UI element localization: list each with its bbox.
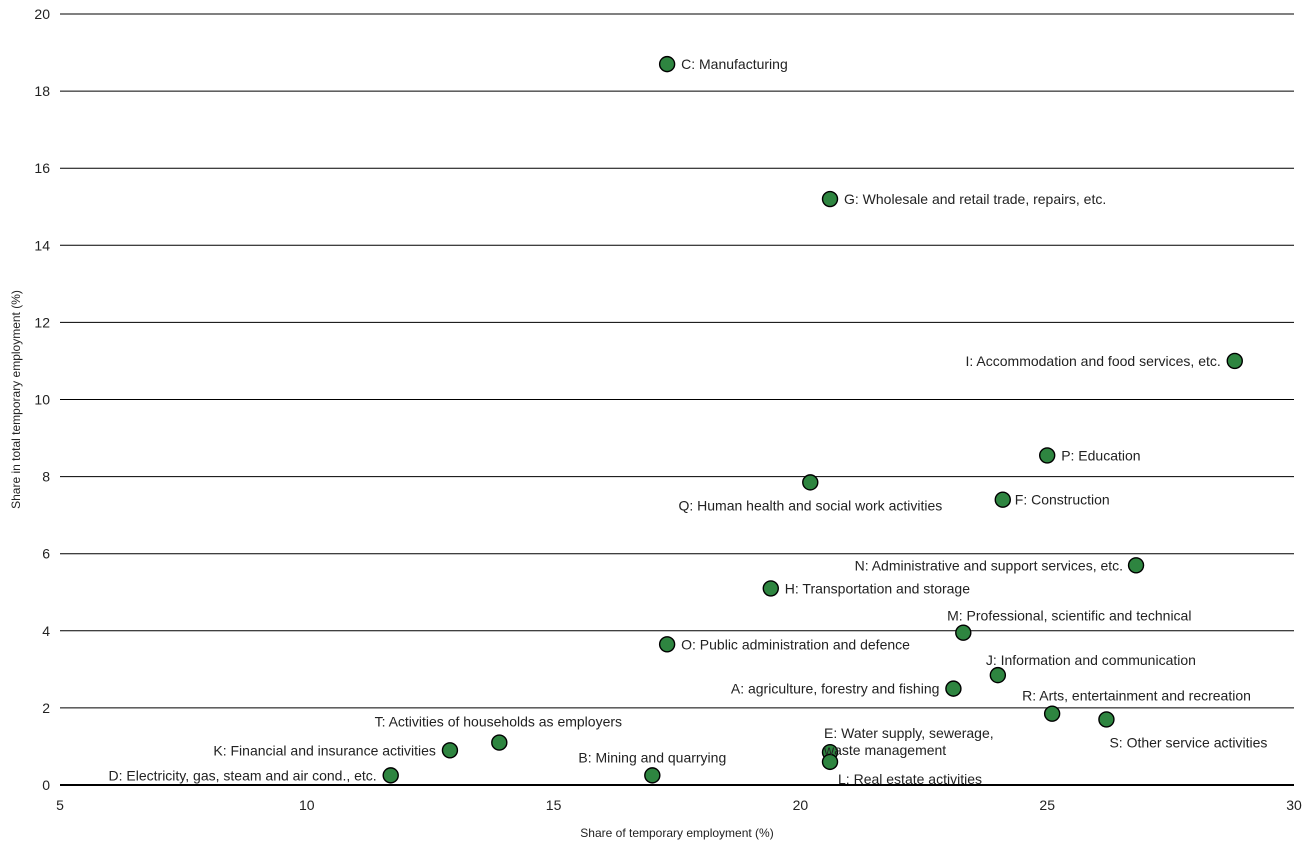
data-point-label: K: Financial and insurance activities: [213, 742, 436, 758]
y-axis-ticks: 0 2 4 6 8 10 12 14 16 18 20: [34, 6, 50, 793]
data-point: [762, 580, 779, 597]
data-point-label: C: Manufacturing: [681, 56, 788, 72]
y-tick-label: 18: [34, 83, 50, 99]
data-point: [955, 624, 972, 641]
data-point-label: A: agriculture, forestry and fishing: [731, 681, 940, 697]
data-point: [821, 753, 839, 771]
y-tick-label: 8: [42, 469, 50, 485]
y-tick-label: 14: [34, 237, 50, 253]
data-point: [658, 636, 676, 653]
data-point: [989, 666, 1007, 684]
x-tick-label: 5: [56, 797, 64, 813]
data-point: [821, 190, 839, 208]
x-tick-label: 25: [1039, 797, 1055, 813]
data-point-label: F: Construction: [1015, 492, 1110, 508]
x-tick-label: 15: [546, 797, 562, 813]
data-point-label: H: Transportation and storage: [785, 580, 970, 596]
data-point: [382, 767, 399, 784]
data-point: [1098, 711, 1115, 728]
data-point: [1127, 557, 1145, 574]
x-tick-label: 10: [299, 797, 315, 813]
data-point: [491, 734, 508, 751]
data-point-label: Q: Human health and social work activiti…: [678, 497, 942, 513]
y-tick-label: 6: [42, 546, 50, 562]
data-points: [382, 55, 1243, 784]
data-point: [994, 491, 1011, 508]
data-point-label: N: Administrative and support services, …: [855, 557, 1123, 573]
y-tick-label: 2: [42, 700, 50, 716]
y-tick-label: 0: [42, 777, 50, 793]
data-point-label: G: Wholesale and retail trade, repairs, …: [844, 191, 1106, 207]
data-point: [1038, 447, 1056, 464]
data-point-label: B: Mining and quarrying: [578, 749, 726, 765]
data-point-label: E: Water supply, sewerage, waste manageme…: [823, 725, 994, 758]
point-labels: C: Manufacturing G: Wholesale and retail …: [109, 56, 1268, 787]
x-axis-title: Share of temporary employment (%): [580, 826, 773, 840]
data-point-label: J: Information and communication: [986, 652, 1196, 668]
data-point-label: T: Activities of households as employers: [375, 714, 622, 730]
data-point-label: D: Electricity, gas, steam and air cond.…: [109, 767, 377, 783]
data-point: [441, 742, 459, 759]
data-point-label: P: Education: [1061, 447, 1140, 463]
data-point: [1226, 352, 1243, 370]
y-tick-label: 16: [34, 160, 50, 176]
data-point: [1043, 705, 1061, 722]
data-point: [644, 767, 661, 784]
x-tick-label: 20: [793, 797, 809, 813]
data-point: [658, 55, 676, 73]
x-tick-label: 30: [1286, 797, 1302, 813]
y-tick-label: 10: [34, 392, 50, 408]
data-point-label: M: Professional, scientific and technica…: [947, 608, 1191, 624]
data-point-label: R: Arts, entertainment and recreation: [1022, 688, 1251, 704]
gridlines: [60, 13, 1294, 786]
y-tick-label: 20: [34, 6, 50, 22]
y-axis-title: Share in total temporary employment (%): [9, 290, 23, 509]
data-point-label: S: Other service activities: [1109, 734, 1267, 750]
data-point: [945, 680, 962, 697]
y-tick-label: 12: [34, 314, 50, 330]
data-point-label: L: Real estate activities: [838, 771, 982, 787]
data-point-label: O: Public administration and defence: [681, 636, 910, 652]
y-tick-label: 4: [42, 623, 50, 639]
data-point: [802, 474, 819, 491]
data-point-label: I: Accommodation and food services, etc.: [966, 353, 1221, 369]
x-axis-ticks: 5 10 15 20 25 30: [56, 797, 1302, 813]
